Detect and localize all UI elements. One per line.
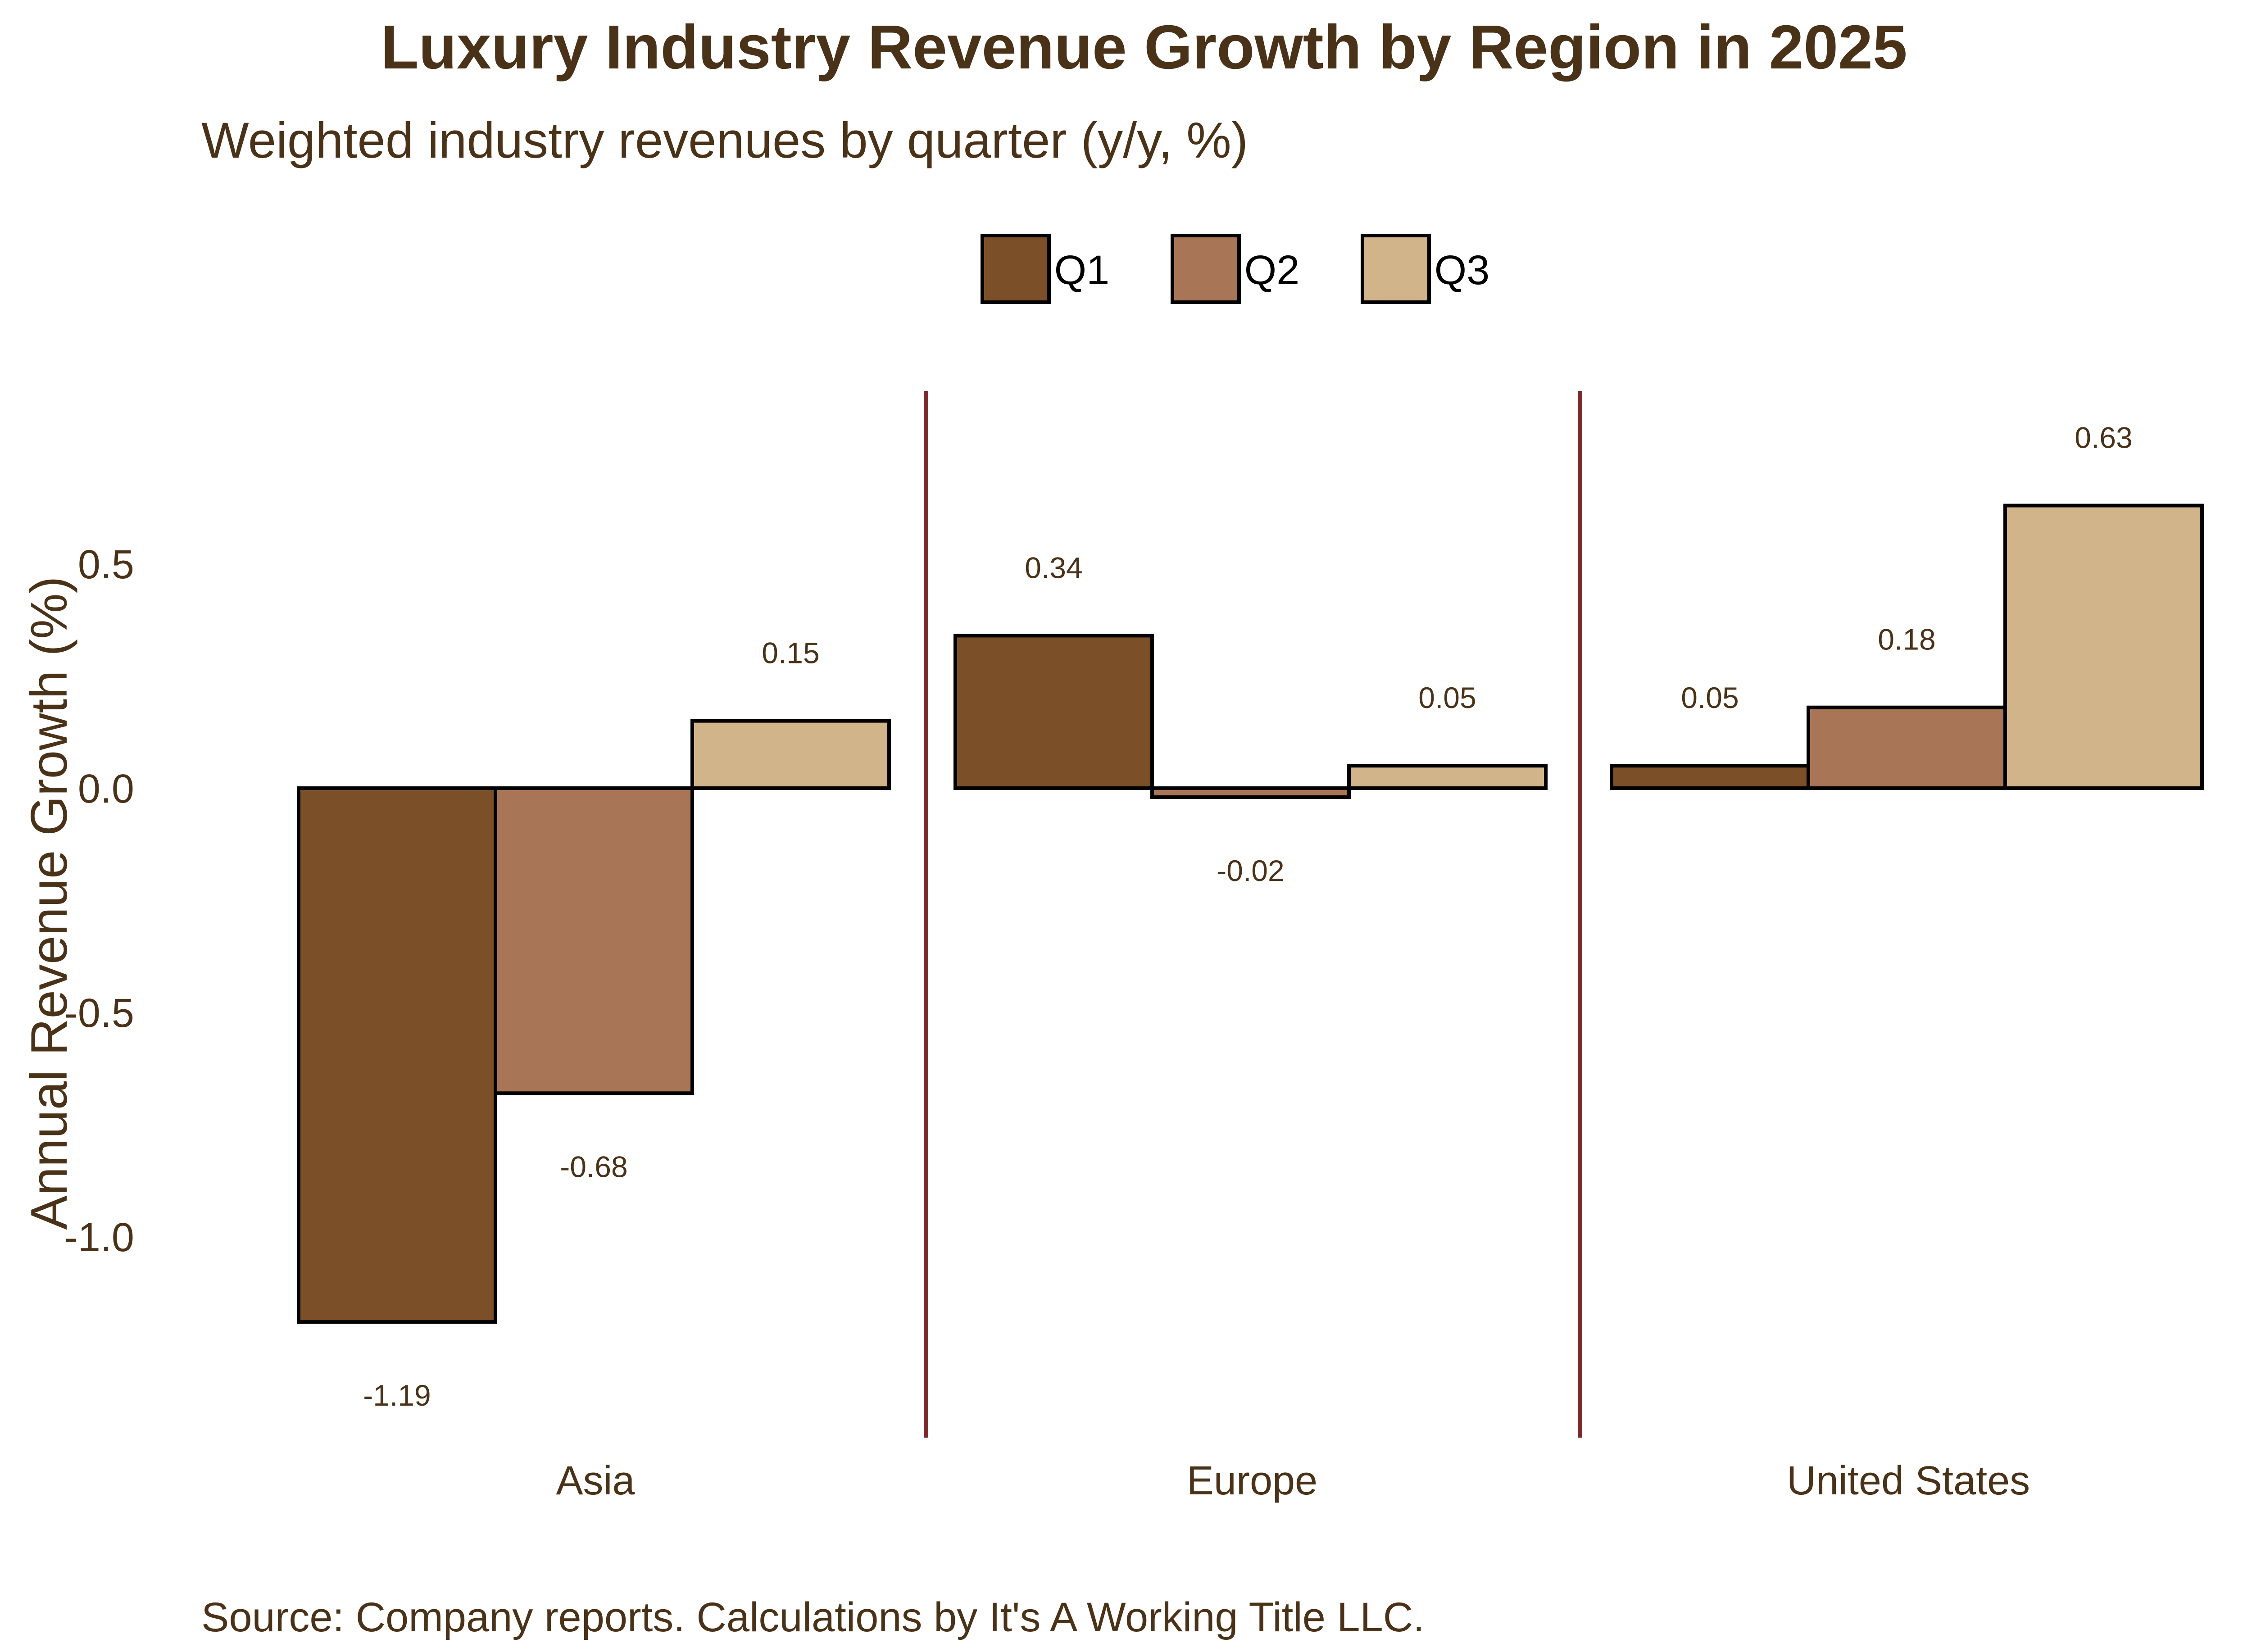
bar-labels: -1.19 -0.68 0.15 0.34 -0.02 0.05 0.05 0.18 0.63	[363, 421, 2132, 1412]
bar-asia-q2	[494, 786, 694, 1095]
legend: Q1 Q2 Q3	[981, 234, 1490, 304]
y-tick-label: -0.5	[64, 991, 134, 1036]
chart-caption: Source: Company reports. Calculations by…	[201, 1594, 1425, 1640]
legend-swatch-q1	[981, 234, 1051, 304]
data-label-europe-q3: 0.05	[1418, 681, 1476, 714]
legend-swatch-q3	[1361, 234, 1431, 304]
legend-label-q3: Q3	[1435, 247, 1490, 293]
bar-united-states-q1	[1610, 764, 1810, 790]
bar-asia-q1	[297, 786, 497, 1324]
bar-europe-q3	[1347, 764, 1548, 790]
x-axis: Asia Europe United States	[556, 1458, 2030, 1503]
y-axis: 0.5 0.0 -0.5 -1.0	[64, 542, 134, 1260]
legend-label-q2: Q2	[1244, 247, 1300, 293]
data-label-europe-q2: -0.02	[1217, 854, 1284, 887]
legend-label-q1: Q1	[1054, 247, 1110, 293]
bars	[297, 504, 2204, 1324]
data-label-united-states-q1: 0.05	[1681, 681, 1739, 714]
bar-europe-q1	[953, 634, 1154, 790]
bar-united-states-q3	[2003, 504, 2204, 790]
x-tick-label-asia: Asia	[556, 1458, 635, 1503]
bar-asia-q3	[690, 719, 891, 790]
y-axis-label: Annual Revenue Growth (%)	[21, 576, 78, 1230]
chart-subtitle: Weighted industry revenues by quarter (y…	[201, 112, 1248, 168]
y-tick-label: -1.0	[64, 1215, 134, 1260]
y-tick-label: 0.0	[78, 767, 134, 812]
data-label-europe-q1: 0.34	[1025, 551, 1082, 584]
x-tick-label-europe: Europe	[1187, 1458, 1317, 1503]
legend-swatch-q2	[1171, 234, 1241, 304]
bar-united-states-q2	[1807, 705, 2007, 790]
data-label-asia-q2: -0.68	[560, 1150, 627, 1183]
panel-separators	[924, 391, 1582, 1438]
y-tick-label: 0.5	[78, 542, 134, 587]
data-label-asia-q1: -1.19	[363, 1379, 431, 1412]
data-label-united-states-q3: 0.63	[2075, 421, 2132, 454]
x-tick-label-united-states: United States	[1787, 1458, 2030, 1503]
data-label-asia-q3: 0.15	[762, 636, 819, 670]
chart-title: Luxury Industry Revenue Growth by Region…	[381, 13, 1907, 82]
data-label-united-states-q2: 0.18	[1878, 623, 1935, 656]
bar-europe-q2	[1150, 786, 1351, 799]
